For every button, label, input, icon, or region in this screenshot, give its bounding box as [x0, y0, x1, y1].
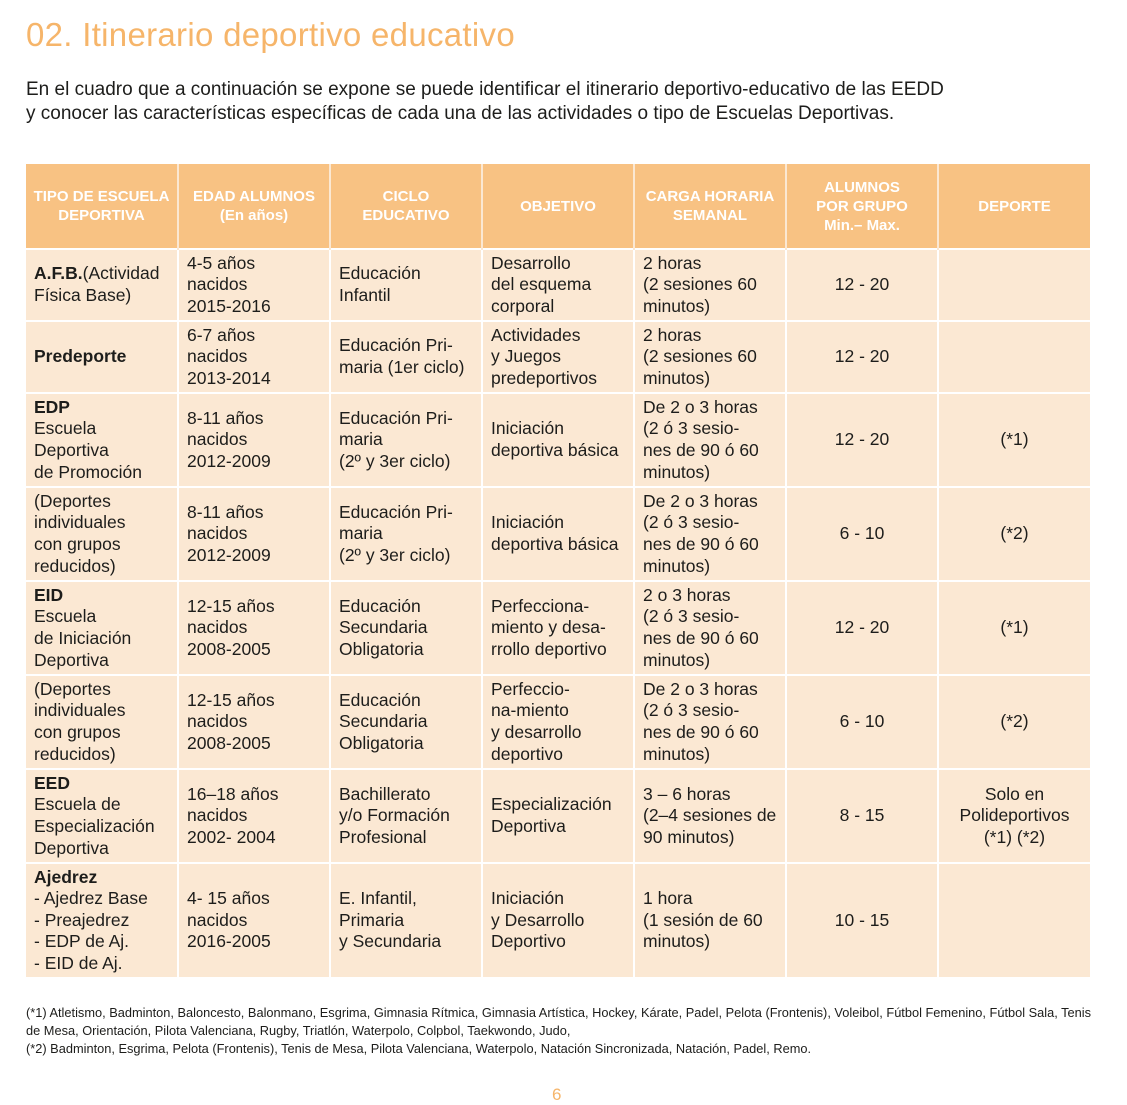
table-row: EED Escuela de Especialización Deportiva… — [26, 768, 1090, 863]
cycle-cell: Bachillerato y/o Formación Profesional — [330, 768, 483, 863]
table-body: A.F.B.(Actividad Física Base) 4-5 años na… — [26, 248, 1090, 977]
footnote-1: (*1) Atletismo, Badminton, Baloncesto, B… — [26, 1005, 1091, 1038]
sport-cell: Solo en Polideportivos (*1) (*2) — [938, 768, 1090, 863]
school-type-cell: Predeporte — [26, 320, 179, 393]
school-type-description: Escuela de Iniciación Deportiva — [34, 606, 132, 670]
header-row: TIPO DE ESCUELA DEPORTIVA EDAD ALUMNOS (E… — [26, 164, 1090, 249]
school-type-cell: Ajedrez - Ajedrez Base - Preajedrez - ED… — [26, 862, 179, 977]
column-header: DEPORTE — [938, 164, 1090, 249]
hours-cell: De 2 o 3 horas (2 ó 3 sesio- nes de 90 ó… — [634, 674, 787, 769]
objective-cell: Iniciación deportiva básica — [482, 392, 635, 487]
objective-cell: Desarrollo del esquema corporal — [482, 248, 635, 321]
group-cell: 12 - 20 — [786, 248, 939, 321]
age-cell: 4- 15 años nacidos 2016-2005 — [178, 862, 331, 977]
school-type-name: A.F.B. — [34, 263, 83, 284]
objective-cell: Especialización Deportiva — [482, 768, 635, 863]
group-cell: 8 - 15 — [786, 768, 939, 863]
school-type-cell: EED Escuela de Especialización Deportiva — [26, 768, 179, 863]
cycle-cell: E. Infantil, Primaria y Secundaria — [330, 862, 483, 977]
school-type-cell: (Deportes individuales con grupos reduci… — [26, 486, 179, 581]
sport-cell: (*2) — [938, 674, 1090, 769]
cycle-cell: Educación Infantil — [330, 248, 483, 321]
school-type-name: Predeporte — [34, 346, 127, 367]
column-header: CARGA HORARIA SEMANAL — [634, 164, 787, 249]
school-type-description: (Deportes individuales con grupos reduci… — [34, 678, 126, 764]
sport-cell: (*1) — [938, 392, 1090, 487]
age-cell: 8-11 años nacidos 2012-2009 — [178, 486, 331, 581]
page-title: 02. Itinerario deportivo educativo — [26, 16, 515, 53]
sport-cell — [938, 320, 1090, 393]
school-type-cell: A.F.B.(Actividad Física Base) — [26, 248, 179, 321]
itinerary-table: TIPO DE ESCUELA DEPORTIVA EDAD ALUMNOS (E… — [26, 164, 1090, 977]
school-type-name: Ajedrez — [34, 866, 98, 887]
group-cell: 6 - 10 — [786, 674, 939, 769]
group-cell: 12 - 20 — [786, 392, 939, 487]
school-type-name: EID — [34, 584, 64, 605]
cycle-cell: Educación Pri- maria (2º y 3er ciclo) — [330, 392, 483, 487]
hours-cell: 3 – 6 horas (2–4 sesiones de 90 minutos) — [634, 768, 787, 863]
cycle-cell: Educación Secundaria Obligatoria — [330, 674, 483, 769]
hours-cell: De 2 o 3 horas (2 ó 3 sesio- nes de 90 ó… — [634, 392, 787, 487]
age-cell: 12-15 años nacidos 2008-2005 — [178, 580, 331, 675]
column-header: EDAD ALUMNOS (En años) — [178, 164, 331, 249]
objective-cell: Iniciación y Desarrollo Deportivo — [482, 862, 635, 977]
school-type-description: Escuela Deportiva de Promoción — [34, 418, 142, 482]
table-row: EID Escuela de Iniciación Deportiva 12-15… — [26, 580, 1090, 675]
intro-line-2: y conocer las características específica… — [26, 103, 895, 124]
objective-cell: Perfeccio- na-miento y desarrollo deport… — [482, 674, 635, 769]
column-header: CICLO EDUCATIVO — [330, 164, 483, 249]
school-type-cell: EDP Escuela Deportiva de Promoción — [26, 392, 179, 487]
sport-cell: (*2) — [938, 486, 1090, 581]
age-cell: 16–18 años nacidos 2002- 2004 — [178, 768, 331, 863]
intro-line-1: En el cuadro que a continuación se expon… — [26, 79, 944, 100]
school-type-name: EED — [34, 772, 70, 793]
footnote-2: (*2) Badminton, Esgrima, Pelota (Fronten… — [26, 1041, 812, 1056]
page-number: 6 — [552, 1085, 562, 1104]
hours-cell: 2 horas (2 sesiones 60 minutos) — [634, 320, 787, 393]
table-row: A.F.B.(Actividad Física Base) 4-5 años na… — [26, 248, 1090, 321]
column-header: TIPO DE ESCUELA DEPORTIVA — [26, 164, 179, 249]
intro-paragraph: En el cuadro que a continuación se expon… — [26, 78, 1106, 126]
footnotes: (*1) Atletismo, Badminton, Baloncesto, B… — [26, 1004, 1106, 1058]
table-row: EDP Escuela Deportiva de Promoción 8-11 a… — [26, 392, 1090, 487]
group-cell: 6 - 10 — [786, 486, 939, 581]
school-type-description: Escuela de Especialización Deportiva — [34, 794, 155, 858]
age-cell: 8-11 años nacidos 2012-2009 — [178, 392, 331, 487]
school-type-description: - Ajedrez Base - Preajedrez - EDP de Aj.… — [34, 888, 148, 973]
objective-cell: Actividades y Juegos predeportivos — [482, 320, 635, 393]
sport-cell — [938, 862, 1090, 977]
cycle-cell: Educación Secundaria Obligatoria — [330, 580, 483, 675]
hours-cell: 2 horas (2 sesiones 60 minutos) — [634, 248, 787, 321]
table-row: Predeporte 6-7 años nacidos 2013-2014 Educ… — [26, 320, 1090, 393]
school-type-name: EDP — [34, 396, 70, 417]
objective-cell: Perfecciona- miento y desa- rrollo depor… — [482, 580, 635, 675]
column-header: OBJETIVO — [482, 164, 635, 249]
school-type-description: (Actividad Física Base) — [34, 263, 160, 305]
age-cell: 12-15 años nacidos 2008-2005 — [178, 674, 331, 769]
cycle-cell: Educación Pri- maria (2º y 3er ciclo) — [330, 486, 483, 581]
table-row: Ajedrez - Ajedrez Base - Preajedrez - ED… — [26, 862, 1090, 977]
age-cell: 4-5 años nacidos 2015-2016 — [178, 248, 331, 321]
table-header: TIPO DE ESCUELA DEPORTIVA EDAD ALUMNOS (E… — [26, 164, 1090, 249]
school-type-cell: (Deportes individuales con grupos reduci… — [26, 674, 179, 769]
objective-cell: Iniciación deportiva básica — [482, 486, 635, 581]
age-cell: 6-7 años nacidos 2013-2014 — [178, 320, 331, 393]
sport-cell: (*1) — [938, 580, 1090, 675]
group-cell: 12 - 20 — [786, 320, 939, 393]
hours-cell: 1 hora (1 sesión de 60 minutos) — [634, 862, 787, 977]
hours-cell: De 2 o 3 horas (2 ó 3 sesio- nes de 90 ó… — [634, 486, 787, 581]
hours-cell: 2 o 3 horas (2 ó 3 sesio- nes de 90 ó 60… — [634, 580, 787, 675]
table-row: (Deportes individuales con grupos reduci… — [26, 486, 1090, 581]
table-row: (Deportes individuales con grupos reduci… — [26, 674, 1090, 769]
school-type-cell: EID Escuela de Iniciación Deportiva — [26, 580, 179, 675]
column-header: ALUMNOS POR GRUPO Min.– Max. — [786, 164, 939, 249]
school-type-description: (Deportes individuales con grupos reduci… — [34, 490, 126, 576]
sport-cell — [938, 248, 1090, 321]
group-cell: 12 - 20 — [786, 580, 939, 675]
cycle-cell: Educación Pri- maria (1er ciclo) — [330, 320, 483, 393]
group-cell: 10 - 15 — [786, 862, 939, 977]
